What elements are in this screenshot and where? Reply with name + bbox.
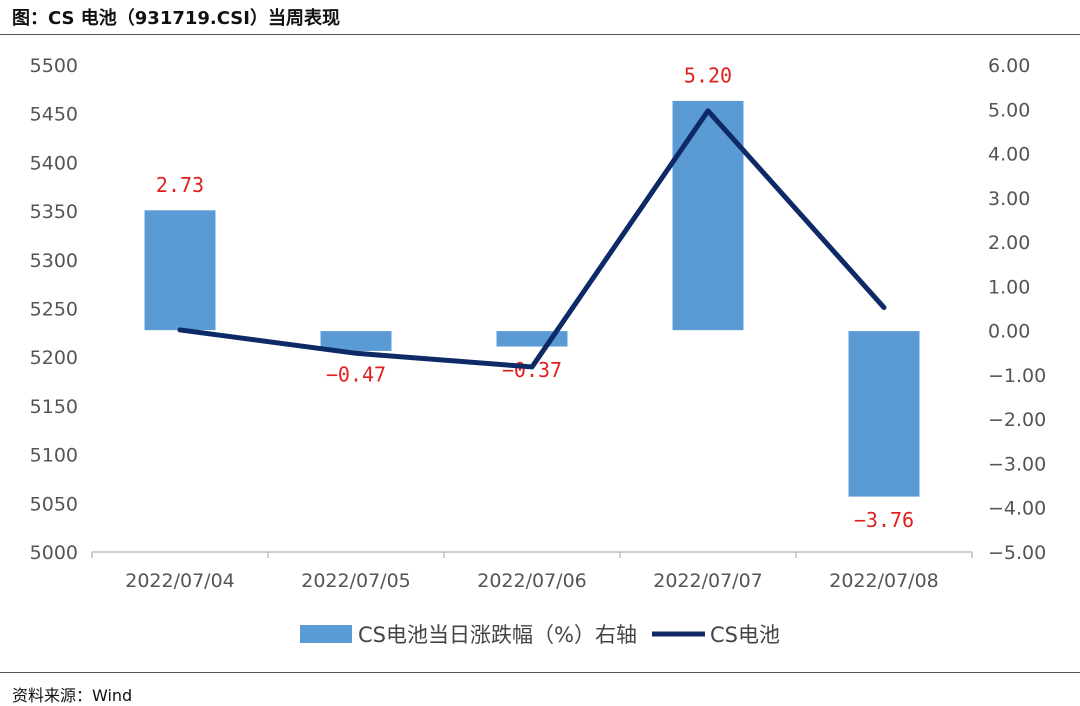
bar-data-label: −0.37: [502, 358, 562, 382]
bar-data-label: 5.20: [684, 63, 732, 87]
x-axis-tick-label: 2022/07/07: [653, 570, 763, 592]
right-axis-tick-label: −2.00: [988, 409, 1046, 431]
left-axis-tick-label: 5500: [30, 55, 78, 77]
series-line-cs-battery: [180, 111, 884, 367]
right-axis-tick-label: 5.00: [988, 99, 1030, 121]
left-axis-tick-label: 5000: [30, 542, 78, 564]
right-axis-tick-label: 3.00: [988, 188, 1030, 210]
left-axis-tick-label: 5300: [30, 250, 78, 272]
left-axis-tick-label: 5200: [30, 347, 78, 369]
x-axis-tick-label: 2022/07/05: [301, 570, 411, 592]
left-axis-tick-label: 5100: [30, 445, 78, 467]
right-axis-tick-label: −4.00: [988, 498, 1046, 520]
right-axis-tick-label: −1.00: [988, 365, 1046, 387]
right-axis-tick-label: 4.00: [988, 144, 1030, 166]
bar-daily-change: [144, 210, 216, 331]
left-axis-tick-label: 5250: [30, 299, 78, 321]
right-axis-tick-label: 2.00: [988, 232, 1030, 254]
legend-line-label: CS电池: [710, 623, 780, 647]
right-axis-tick-label: −5.00: [988, 542, 1046, 564]
left-axis-tick-label: 5150: [30, 396, 78, 418]
bar-daily-change: [848, 331, 920, 497]
bar-daily-change: [672, 100, 744, 330]
bar-data-label: −0.47: [326, 362, 386, 386]
right-axis-tick-label: 0.00: [988, 321, 1030, 343]
x-axis-tick-label: 2022/07/08: [829, 570, 939, 592]
right-axis-tick-label: −3.00: [988, 453, 1046, 475]
source-note: 资料来源：Wind: [12, 682, 132, 706]
left-axis-tick-label: 5050: [30, 493, 78, 515]
left-axis-tick-label: 5450: [30, 104, 78, 126]
left-axis-tick-label: 5350: [30, 201, 78, 223]
bottom-rule: [0, 672, 1080, 673]
x-axis-tick-label: 2022/07/04: [125, 570, 235, 592]
legend-bar-swatch: [300, 625, 352, 643]
bar-data-label: −3.76: [854, 508, 914, 532]
right-axis-tick-label: 6.00: [988, 55, 1030, 77]
right-axis-tick-label: 1.00: [988, 276, 1030, 298]
legend-bar-label: CS电池当日涨跌幅（%）右轴: [358, 623, 637, 647]
left-axis-tick-label: 5400: [30, 152, 78, 174]
x-axis-tick-label: 2022/07/06: [477, 570, 587, 592]
bar-data-label: 2.73: [156, 173, 204, 197]
